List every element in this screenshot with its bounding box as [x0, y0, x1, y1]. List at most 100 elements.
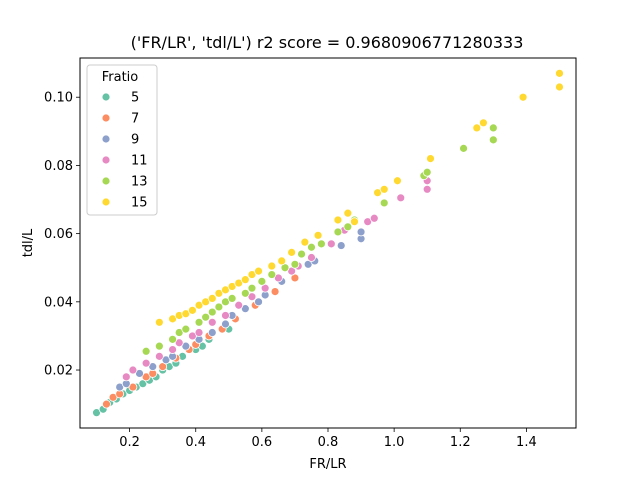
y-axis-ticks: 0.02 0.04 0.06 0.08 0.10 — [44, 91, 80, 379]
data-point — [333, 215, 343, 225]
data-point — [207, 317, 217, 327]
x-tick-label: 0.6 — [252, 435, 273, 450]
data-point — [287, 247, 297, 257]
legend-title: Fratio — [102, 70, 139, 85]
y-tick-label: 0.08 — [44, 159, 73, 174]
data-point — [188, 305, 197, 315]
data-point — [254, 297, 263, 307]
data-point — [426, 154, 435, 164]
data-point — [333, 227, 343, 237]
data-point — [221, 319, 230, 329]
data-point — [240, 288, 250, 298]
data-point — [379, 198, 389, 208]
data-point — [240, 275, 250, 285]
data-point — [488, 123, 498, 133]
data-point — [207, 328, 217, 337]
legend-marker — [101, 134, 111, 144]
data-point — [214, 302, 224, 312]
data-point — [234, 300, 244, 310]
data-point — [518, 92, 528, 102]
data-point — [227, 294, 237, 303]
legend-label: 15 — [131, 196, 148, 211]
legend-box — [86, 64, 158, 216]
x-axis-ticks: 0.2 0.4 0.6 0.8 1.0 1.2 1.4 — [119, 428, 537, 450]
data-point — [207, 307, 217, 317]
data-point — [121, 372, 131, 382]
x-tick-label: 1.0 — [384, 435, 405, 450]
data-point — [254, 266, 263, 276]
legend-marker — [101, 176, 111, 186]
x-tick-label: 0.2 — [119, 435, 140, 450]
points-layer — [92, 68, 564, 418]
data-point — [221, 311, 230, 320]
data-point — [277, 256, 287, 266]
data-point — [369, 213, 379, 223]
data-point — [393, 176, 402, 186]
data-point — [459, 143, 468, 153]
data-point — [316, 239, 326, 249]
y-tick-label: 0.02 — [44, 364, 73, 379]
y-axis-label: tdl/L — [21, 228, 36, 257]
data-point — [201, 312, 211, 322]
data-point — [154, 341, 164, 351]
x-tick-label: 1.4 — [516, 435, 537, 450]
data-point — [313, 230, 323, 240]
data-point — [267, 261, 277, 271]
data-point — [270, 287, 280, 296]
data-point — [472, 123, 482, 133]
legend-label: 5 — [131, 91, 139, 106]
legend-label: 7 — [131, 112, 139, 127]
data-point — [290, 259, 300, 269]
legend-label: 11 — [131, 154, 148, 169]
data-point — [154, 351, 164, 361]
legend-label: 9 — [131, 133, 139, 148]
data-point — [555, 68, 564, 78]
data-point — [300, 237, 310, 247]
legend-marker — [101, 92, 111, 102]
data-point — [194, 328, 204, 337]
x-tick-label: 0.4 — [185, 435, 206, 450]
data-point — [181, 324, 191, 334]
x-tick-label: 1.2 — [450, 435, 471, 450]
legend-items: 5 7 9 11 13 15 — [101, 91, 148, 211]
data-point — [257, 276, 267, 286]
data-point — [356, 227, 366, 237]
data-point — [336, 241, 346, 250]
data-point — [422, 184, 432, 194]
data-point — [307, 253, 316, 262]
data-point — [141, 358, 151, 368]
data-point — [207, 294, 217, 303]
chart-title: ('FR/LR', 'tdl/L') r2 score = 0.96809067… — [131, 33, 524, 52]
x-axis-label: FR/LR — [309, 457, 346, 472]
data-point — [307, 242, 316, 252]
legend-marker — [101, 155, 111, 165]
y-tick-label: 0.10 — [44, 91, 73, 106]
legend-label: 13 — [131, 175, 148, 190]
x-tick-label: 0.8 — [318, 435, 339, 450]
legend-marker — [101, 113, 111, 123]
data-point — [422, 167, 432, 177]
legend-marker — [101, 197, 111, 207]
data-point — [396, 193, 406, 203]
data-point — [168, 345, 177, 354]
data-point — [102, 399, 111, 409]
data-point — [555, 82, 564, 92]
data-point — [141, 346, 151, 356]
data-point — [488, 135, 498, 145]
data-point — [350, 217, 359, 227]
data-point — [128, 365, 138, 375]
data-point — [479, 118, 488, 128]
data-point — [297, 249, 306, 259]
data-point — [194, 317, 204, 327]
data-point — [247, 283, 257, 293]
data-point — [326, 239, 336, 249]
legend: Fratio 5 7 9 11 13 15 — [86, 64, 158, 216]
data-point — [154, 317, 164, 327]
y-tick-label: 0.04 — [44, 295, 73, 310]
data-point — [267, 270, 277, 279]
data-point — [343, 208, 353, 218]
y-tick-label: 0.06 — [44, 227, 73, 242]
data-point — [168, 334, 177, 344]
data-point — [379, 184, 389, 194]
